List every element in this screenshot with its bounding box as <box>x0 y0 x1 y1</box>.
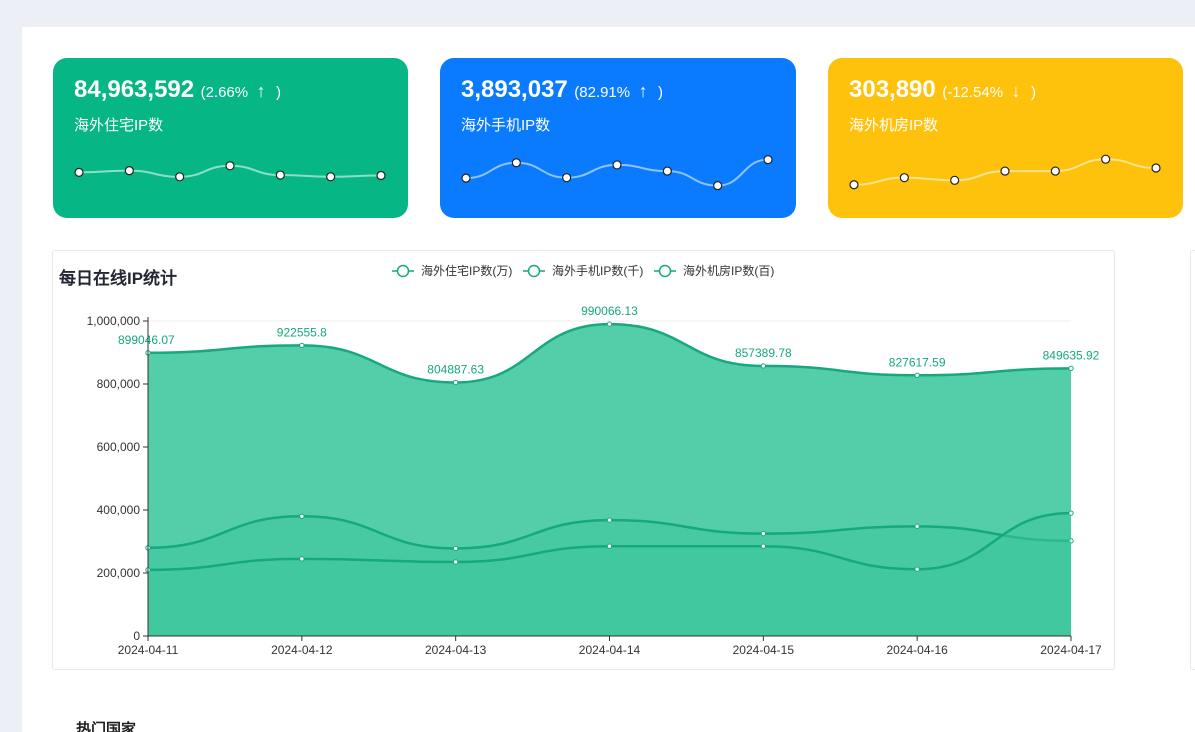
residential-ip-label: 海外住宅IP数 <box>74 117 164 134</box>
mobile-spark-point <box>511 158 521 168</box>
datacenter-ip-count: 303,890 <box>849 76 936 103</box>
datacenter-headline: 303,890 (-12.54% ↓ ) <box>849 76 1036 104</box>
series-0-point[interactable] <box>760 363 767 369</box>
residential-spark-point <box>326 172 336 182</box>
mobile-sparkline <box>461 155 773 191</box>
data-label: 922555.8 <box>277 325 327 339</box>
series-1-point[interactable] <box>606 517 613 523</box>
data-label: 990066.13 <box>581 304 638 318</box>
series-2-point[interactable] <box>914 566 920 572</box>
residential-spark-point <box>376 170 386 181</box>
residential-spark-point <box>225 161 235 171</box>
datacenter-ip-label: 海外机房IP数 <box>849 117 939 134</box>
residential-spark-point <box>175 172 185 182</box>
x-tick-label: 2024-04-11 <box>118 643 179 657</box>
data-label: 899046.07 <box>118 333 175 347</box>
series-2-point[interactable] <box>1068 510 1074 516</box>
legend-item[interactable]: 海外机房IP数(百) <box>654 263 774 278</box>
mobile-ip-card[interactable]: 3,893,037 (82.91% ↑ ) 海外手机IP数 <box>440 58 796 218</box>
datacenter-spark-point <box>1101 154 1111 164</box>
mobile-spark-point <box>713 180 723 191</box>
mobile-headline: 3,893,037 (82.91% ↑ ) <box>461 76 663 104</box>
series-2-point[interactable] <box>299 556 305 562</box>
y-tick-label: 200,000 <box>97 566 141 580</box>
series-1-point[interactable] <box>914 523 920 530</box>
mobile-ip-count: 3,893,037 <box>461 76 568 103</box>
mobile-change-close: ) <box>658 84 664 101</box>
y-tick-label: 0 <box>133 629 140 643</box>
datacenter-spark-point <box>1151 163 1161 173</box>
residential-headline: 84,963,592 (2.66% ↑ ) <box>74 76 281 104</box>
series-2-point[interactable] <box>760 543 767 549</box>
series-1-point[interactable] <box>760 530 767 537</box>
mobile-spark-point <box>612 160 622 170</box>
residential-spark-point <box>275 170 285 180</box>
legend-marker-icon <box>527 264 541 278</box>
residential-change-close: ) <box>276 84 282 101</box>
mobile-spark-point <box>662 166 672 176</box>
legend-marker-icon <box>396 264 410 278</box>
mobile-spark-point <box>562 173 572 183</box>
side-panel-edge <box>1190 250 1195 670</box>
y-tick-label: 1,000,000 <box>87 314 141 328</box>
datacenter-change-close: ) <box>1031 84 1036 101</box>
series-0-point[interactable] <box>1068 365 1074 372</box>
y-tick-label: 600,000 <box>97 440 141 454</box>
mobile-ip-label: 海外手机IP数 <box>461 117 551 134</box>
mobile-spark-point <box>461 173 471 183</box>
x-tick-label: 2024-04-16 <box>886 643 948 657</box>
datacenter-spark-point <box>849 180 859 190</box>
arrow-up-icon: ↑ <box>638 81 648 101</box>
arrow-up-icon: ↑ <box>256 81 266 101</box>
series-2-point[interactable] <box>452 559 459 565</box>
legend-label: 海外机房IP数(百) <box>683 263 774 278</box>
series-2-point[interactable] <box>606 543 613 549</box>
x-tick-label: 2024-04-13 <box>425 643 487 657</box>
residential-ip-card[interactable]: 84,963,592 (2.66% ↑ ) 海外住宅IP数 <box>53 58 408 218</box>
data-label: 849635.92 <box>1043 348 1100 362</box>
legend-item[interactable]: 海外手机IP数(千) <box>523 263 643 278</box>
chart-title: 每日在线IP统计 <box>59 269 178 288</box>
datacenter-change-percent: (-12.54% <box>942 84 1004 101</box>
series-0-point[interactable] <box>452 379 459 386</box>
legend-label: 海外手机IP数(千) <box>552 263 643 278</box>
mobile-spark-point <box>763 155 773 165</box>
series-0-point[interactable] <box>299 342 305 349</box>
residential-change-percent: (2.66% <box>200 84 249 101</box>
y-tick-label: 800,000 <box>97 377 141 391</box>
residential-spark-point <box>74 167 84 178</box>
x-tick-label: 2024-04-15 <box>733 643 795 657</box>
x-tick-label: 2024-04-12 <box>271 643 333 657</box>
data-label: 827617.59 <box>889 355 946 369</box>
residential-spark-point <box>124 166 134 176</box>
x-tick-label: 2024-04-14 <box>579 643 641 657</box>
legend-marker-icon <box>658 264 672 278</box>
data-label: 857389.78 <box>735 346 792 360</box>
series-1-point[interactable] <box>452 545 459 552</box>
residential-ip-count: 84,963,592 <box>74 76 195 103</box>
datacenter-spark-point <box>1000 166 1010 176</box>
y-tick-label: 400,000 <box>97 503 141 517</box>
datacenter-spark-point <box>950 175 960 185</box>
legend-label: 海外住宅IP数(万) <box>421 263 512 278</box>
data-label: 804887.63 <box>427 362 484 376</box>
legend-item[interactable]: 海外住宅IP数(万) <box>392 263 512 278</box>
series-1-point[interactable] <box>299 513 305 519</box>
hot-countries-title: 热门国家 <box>76 721 137 732</box>
mobile-change-percent: (82.91% <box>574 84 631 101</box>
datacenter-spark-point <box>1050 166 1060 176</box>
datacenter-sparkline <box>849 154 1161 190</box>
datacenter-spark-point <box>899 173 909 183</box>
x-tick-label: 2024-04-17 <box>1040 643 1102 657</box>
series-0-point[interactable] <box>606 321 613 327</box>
arrow-down-icon: ↓ <box>1011 81 1021 101</box>
residential-sparkline <box>74 161 386 182</box>
series-area-2 <box>148 513 1071 636</box>
series-0-point[interactable] <box>914 372 920 379</box>
datacenter-ip-card[interactable]: 303,890 (-12.54% ↓ ) 海外机房IP数 <box>828 58 1183 218</box>
